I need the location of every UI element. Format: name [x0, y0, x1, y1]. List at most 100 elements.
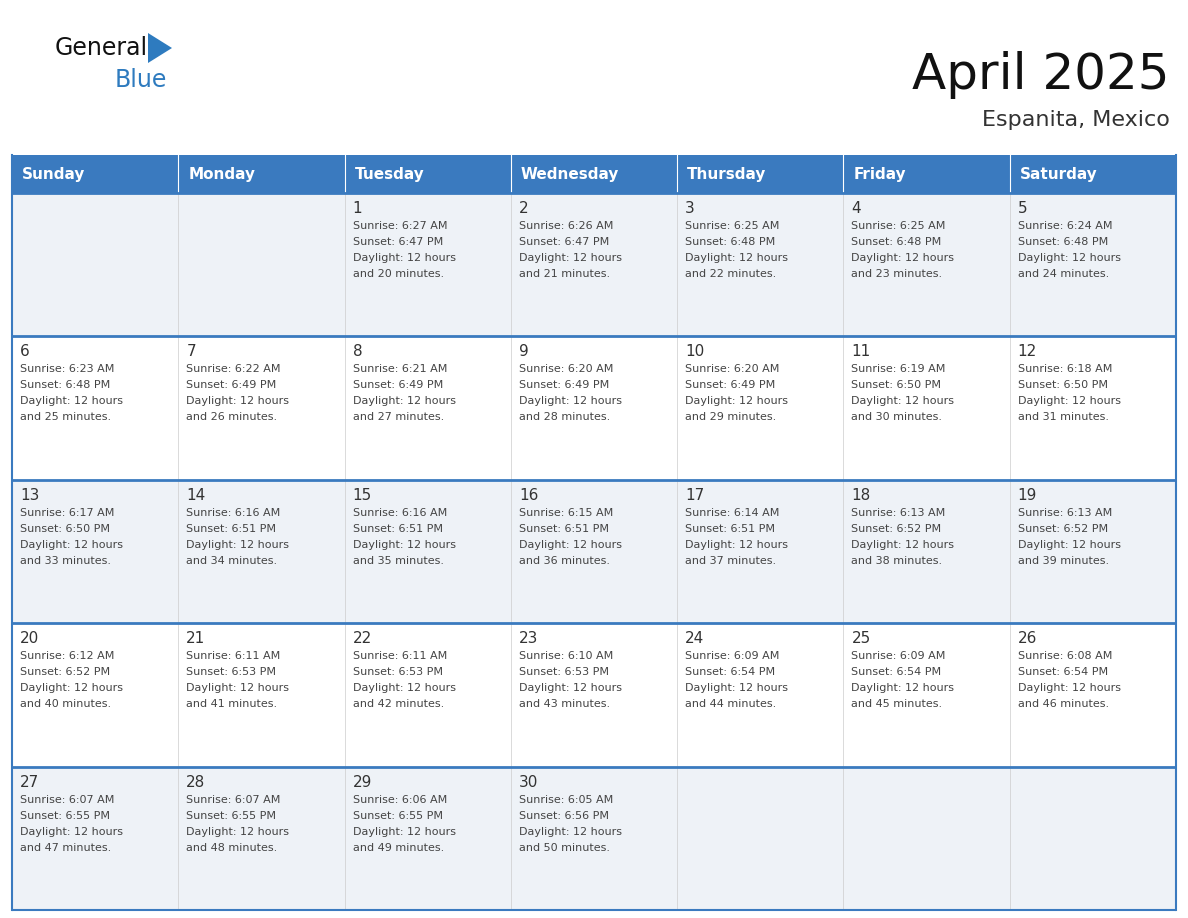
- Bar: [1010, 623, 1176, 767]
- Bar: [345, 336, 511, 480]
- Text: Sunrise: 6:14 AM: Sunrise: 6:14 AM: [685, 508, 779, 518]
- Text: Daylight: 12 hours: Daylight: 12 hours: [852, 540, 954, 550]
- Text: 13: 13: [20, 487, 39, 503]
- Bar: [12, 767, 178, 910]
- Text: and 46 minutes.: and 46 minutes.: [1018, 700, 1108, 710]
- Text: 16: 16: [519, 487, 538, 503]
- Text: Daylight: 12 hours: Daylight: 12 hours: [519, 540, 621, 550]
- Bar: [677, 623, 843, 767]
- Text: Sunrise: 6:27 AM: Sunrise: 6:27 AM: [353, 221, 447, 231]
- Bar: [677, 155, 843, 193]
- Text: Sunrise: 6:24 AM: Sunrise: 6:24 AM: [1018, 221, 1112, 231]
- Polygon shape: [148, 33, 172, 63]
- Text: and 31 minutes.: and 31 minutes.: [1018, 412, 1108, 422]
- Text: Espanita, Mexico: Espanita, Mexico: [982, 110, 1170, 130]
- Text: 30: 30: [519, 775, 538, 789]
- Text: Sunrise: 6:25 AM: Sunrise: 6:25 AM: [852, 221, 946, 231]
- Text: 14: 14: [187, 487, 206, 503]
- Bar: [1010, 480, 1176, 623]
- Text: Sunset: 6:51 PM: Sunset: 6:51 PM: [353, 524, 443, 533]
- Bar: [677, 336, 843, 480]
- Text: 29: 29: [353, 775, 372, 789]
- Bar: [843, 193, 1010, 336]
- Text: Sunset: 6:49 PM: Sunset: 6:49 PM: [685, 380, 776, 390]
- Text: Thursday: Thursday: [687, 166, 766, 182]
- Text: Sunrise: 6:11 AM: Sunrise: 6:11 AM: [187, 651, 280, 661]
- Text: Sunset: 6:55 PM: Sunset: 6:55 PM: [187, 811, 277, 821]
- Text: Monday: Monday: [188, 166, 255, 182]
- Text: Sunrise: 6:07 AM: Sunrise: 6:07 AM: [20, 795, 114, 804]
- Text: Sunset: 6:50 PM: Sunset: 6:50 PM: [1018, 380, 1107, 390]
- Bar: [511, 480, 677, 623]
- Text: Blue: Blue: [115, 68, 168, 92]
- Text: Sunset: 6:52 PM: Sunset: 6:52 PM: [1018, 524, 1108, 533]
- Text: Sunrise: 6:15 AM: Sunrise: 6:15 AM: [519, 508, 613, 518]
- Bar: [1010, 767, 1176, 910]
- Text: 18: 18: [852, 487, 871, 503]
- Text: 17: 17: [685, 487, 704, 503]
- Text: and 47 minutes.: and 47 minutes.: [20, 843, 112, 853]
- Text: Friday: Friday: [853, 166, 906, 182]
- Text: and 50 minutes.: and 50 minutes.: [519, 843, 609, 853]
- Text: and 21 minutes.: and 21 minutes.: [519, 269, 609, 279]
- Text: Daylight: 12 hours: Daylight: 12 hours: [1018, 253, 1120, 263]
- Bar: [511, 767, 677, 910]
- Bar: [12, 336, 178, 480]
- Text: Sunrise: 6:16 AM: Sunrise: 6:16 AM: [187, 508, 280, 518]
- Text: Sunrise: 6:21 AM: Sunrise: 6:21 AM: [353, 364, 447, 375]
- Text: Daylight: 12 hours: Daylight: 12 hours: [1018, 540, 1120, 550]
- Text: Sunrise: 6:25 AM: Sunrise: 6:25 AM: [685, 221, 779, 231]
- Bar: [511, 193, 677, 336]
- Text: General: General: [55, 36, 148, 60]
- Text: Daylight: 12 hours: Daylight: 12 hours: [353, 397, 455, 407]
- Bar: [178, 623, 345, 767]
- Text: Sunrise: 6:07 AM: Sunrise: 6:07 AM: [187, 795, 280, 804]
- Text: Sunrise: 6:20 AM: Sunrise: 6:20 AM: [685, 364, 779, 375]
- Text: 2: 2: [519, 201, 529, 216]
- Text: Sunset: 6:48 PM: Sunset: 6:48 PM: [685, 237, 776, 247]
- Text: 22: 22: [353, 632, 372, 646]
- Text: Sunset: 6:55 PM: Sunset: 6:55 PM: [353, 811, 443, 821]
- Text: Daylight: 12 hours: Daylight: 12 hours: [519, 397, 621, 407]
- Text: Sunset: 6:51 PM: Sunset: 6:51 PM: [519, 524, 609, 533]
- Text: 12: 12: [1018, 344, 1037, 360]
- Text: and 29 minutes.: and 29 minutes.: [685, 412, 777, 422]
- Text: and 26 minutes.: and 26 minutes.: [187, 412, 278, 422]
- Text: 6: 6: [20, 344, 30, 360]
- Text: 27: 27: [20, 775, 39, 789]
- Text: Daylight: 12 hours: Daylight: 12 hours: [685, 683, 788, 693]
- Text: Sunset: 6:54 PM: Sunset: 6:54 PM: [1018, 667, 1108, 677]
- Bar: [1010, 193, 1176, 336]
- Text: Sunset: 6:48 PM: Sunset: 6:48 PM: [852, 237, 942, 247]
- Bar: [511, 623, 677, 767]
- Text: Daylight: 12 hours: Daylight: 12 hours: [20, 826, 124, 836]
- Text: Sunset: 6:55 PM: Sunset: 6:55 PM: [20, 811, 110, 821]
- Text: 7: 7: [187, 344, 196, 360]
- Text: Sunrise: 6:19 AM: Sunrise: 6:19 AM: [852, 364, 946, 375]
- Text: 5: 5: [1018, 201, 1028, 216]
- Bar: [12, 193, 178, 336]
- Text: 1: 1: [353, 201, 362, 216]
- Bar: [843, 480, 1010, 623]
- Text: Sunset: 6:54 PM: Sunset: 6:54 PM: [685, 667, 776, 677]
- Text: Daylight: 12 hours: Daylight: 12 hours: [20, 540, 124, 550]
- Bar: [178, 336, 345, 480]
- Text: and 36 minutes.: and 36 minutes.: [519, 555, 609, 565]
- Text: and 22 minutes.: and 22 minutes.: [685, 269, 777, 279]
- Text: Sunset: 6:53 PM: Sunset: 6:53 PM: [519, 667, 609, 677]
- Text: and 24 minutes.: and 24 minutes.: [1018, 269, 1108, 279]
- Text: Sunset: 6:47 PM: Sunset: 6:47 PM: [353, 237, 443, 247]
- Bar: [1010, 155, 1176, 193]
- Text: and 49 minutes.: and 49 minutes.: [353, 843, 444, 853]
- Bar: [843, 623, 1010, 767]
- Bar: [12, 480, 178, 623]
- Text: 15: 15: [353, 487, 372, 503]
- Text: and 35 minutes.: and 35 minutes.: [353, 555, 443, 565]
- Text: and 20 minutes.: and 20 minutes.: [353, 269, 443, 279]
- Text: Sunset: 6:51 PM: Sunset: 6:51 PM: [187, 524, 277, 533]
- Text: Sunrise: 6:17 AM: Sunrise: 6:17 AM: [20, 508, 114, 518]
- Text: Sunset: 6:53 PM: Sunset: 6:53 PM: [187, 667, 277, 677]
- Bar: [178, 767, 345, 910]
- Text: Daylight: 12 hours: Daylight: 12 hours: [852, 683, 954, 693]
- Text: Sunset: 6:49 PM: Sunset: 6:49 PM: [187, 380, 277, 390]
